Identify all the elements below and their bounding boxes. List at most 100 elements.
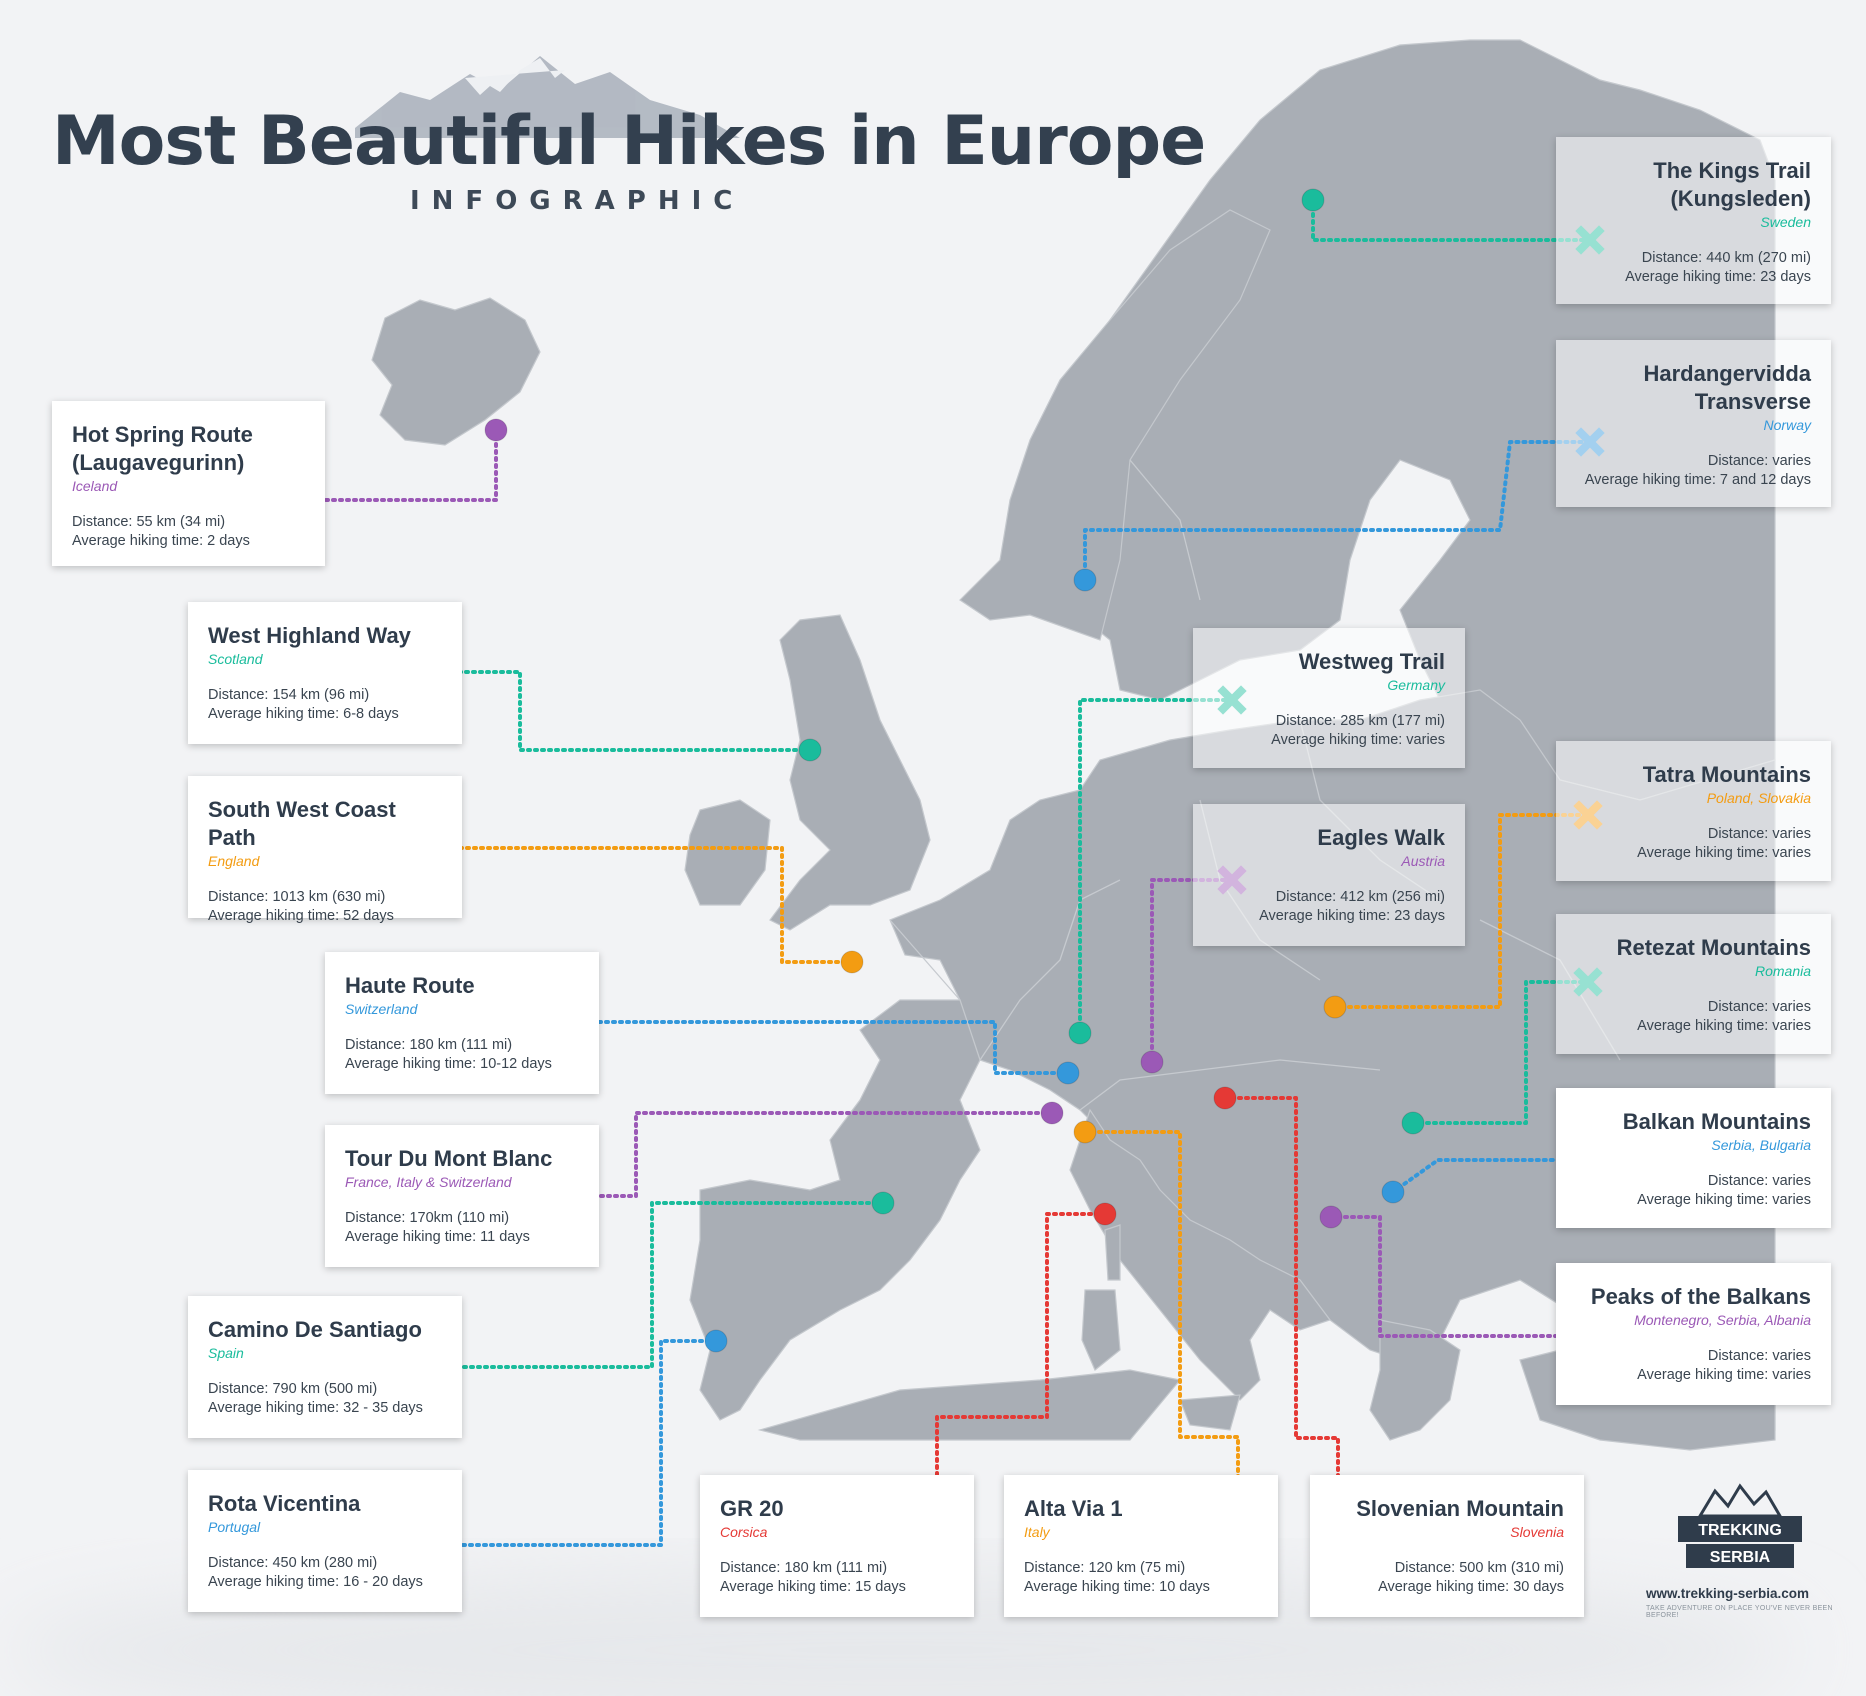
page-subtitle: INFOGRAPHIC	[410, 186, 745, 216]
ireland-land	[684, 799, 771, 906]
location-dot-hot-spring[interactable]	[484, 418, 508, 442]
route-title: South West Coast Path	[208, 797, 396, 850]
location-dot-gr20[interactable]	[1093, 1202, 1117, 1226]
route-card-tatra: Tatra Mountains Poland, Slovakia Distanc…	[1556, 741, 1831, 881]
route-distance: Distance: 55 km (34 mi)	[72, 514, 226, 530]
logo-tagline: TAKE ADVENTURE ON PLACE YOU'VE NEVER BEE…	[1646, 1605, 1833, 1619]
location-dot-kings-trail[interactable]	[1301, 188, 1325, 212]
connector-west-highland	[423, 670, 812, 752]
location-dot-peaks-balkans[interactable]	[1319, 1205, 1343, 1229]
route-time: Average hiking time: 16 - 20 days	[208, 1574, 423, 1590]
route-country: Norway	[1763, 417, 1811, 433]
corsica-land	[1104, 1224, 1121, 1281]
route-distance: Distance: 500 km (310 mi)	[1394, 1560, 1564, 1576]
location-dot-west-highland[interactable]	[798, 738, 822, 762]
route-title: Slovenian Mountain	[1356, 1496, 1564, 1521]
connector-tatra	[1333, 813, 1590, 1009]
route-country: Poland, Slovakia	[1706, 790, 1811, 806]
location-dot-haute-route[interactable]	[1056, 1061, 1080, 1085]
mountain-silhouette	[355, 56, 740, 138]
route-country: Sweden	[1760, 214, 1811, 230]
location-dot-eagles-walk[interactable]	[1140, 1050, 1164, 1074]
route-card-kings-trail: The Kings Trail (Kungsleden) Sweden Dist…	[1556, 137, 1831, 304]
route-country: Slovenia	[1510, 1524, 1564, 1540]
route-distance: Distance: varies	[1707, 453, 1811, 469]
route-title: Tatra Mountains	[1642, 762, 1811, 787]
route-distance: Distance: 180 km (111 mi)	[345, 1037, 513, 1053]
route-distance: Distance: 412 km (256 mi)	[1275, 889, 1445, 905]
route-card-gr20: GR 20 Corsica Distance: 180 km (111 mi) …	[700, 1475, 974, 1617]
location-dot-slovenian[interactable]	[1213, 1086, 1237, 1110]
route-card-camino: Camino De Santiago Spain Distance: 790 k…	[188, 1296, 462, 1438]
route-card-west-highland: West Highland Way Scotland Distance: 154…	[188, 602, 462, 744]
route-distance: Distance: varies	[1707, 826, 1811, 842]
route-card-alta-via: Alta Via 1 Italy Distance: 120 km (75 mi…	[1004, 1475, 1278, 1617]
connector-rota-vicentina	[420, 1339, 718, 1547]
connector-hot-spring	[288, 428, 498, 502]
route-country: Spain	[208, 1345, 244, 1361]
route-distance: Distance: 450 km (280 mi)	[208, 1555, 378, 1571]
location-dot-tatra[interactable]	[1323, 995, 1347, 1019]
iberia-france-land	[689, 999, 981, 1421]
iceland-land	[371, 297, 541, 446]
route-title: West Highland Way	[208, 623, 411, 648]
route-country: Serbia, Bulgaria	[1711, 1137, 1811, 1153]
connector-slovenian	[1223, 1096, 1340, 1545]
logo-url: www.trekking-serbia.com	[1646, 1586, 1810, 1601]
route-time: Average hiking time: 30 days	[1378, 1579, 1564, 1595]
route-distance: Distance: varies	[1707, 1348, 1811, 1364]
route-title: Haute Route	[345, 973, 475, 998]
route-country: Scotland	[208, 651, 263, 667]
location-dot-retezat[interactable]	[1401, 1111, 1425, 1135]
north-africa-land	[757, 1369, 1182, 1441]
route-title: GR 20	[720, 1496, 784, 1521]
route-time: Average hiking time: 6-8 days	[208, 706, 399, 722]
route-time: Average hiking time: 52 days	[208, 908, 394, 924]
connector-mont-blanc	[560, 1111, 1054, 1198]
location-dot-camino[interactable]	[871, 1191, 895, 1215]
connector-alta-via	[1083, 1130, 1240, 1545]
route-country: England	[208, 853, 260, 869]
route-card-rota-vicentina: Rota Vicentina Portugal Distance: 450 km…	[188, 1470, 462, 1612]
route-title: Westweg Trail	[1298, 649, 1445, 674]
route-distance: Distance: 1013 km (630 mi)	[208, 889, 386, 905]
route-title: Retezat Mountains	[1616, 935, 1811, 960]
logo-line2: SERBIA	[1710, 1549, 1771, 1566]
route-distance: Distance: 790 km (500 mi)	[208, 1381, 378, 1397]
connector-camino	[420, 1201, 885, 1369]
location-dot-mont-blanc[interactable]	[1040, 1101, 1064, 1125]
route-title: The Kings Trail (Kungsleden)	[1653, 158, 1811, 211]
route-card-hardangervidda: Hardangervidda Transverse Norway Distanc…	[1556, 340, 1831, 507]
location-dot-south-west-coast[interactable]	[840, 950, 864, 974]
route-time: Average hiking time: varies	[1637, 1192, 1811, 1208]
location-dot-balkan-mountains[interactable]	[1381, 1180, 1405, 1204]
location-dot-rota-vicentina[interactable]	[704, 1329, 728, 1353]
route-time: Average hiking time: varies	[1637, 845, 1811, 861]
connector-peaks-balkans	[1329, 1215, 1590, 1338]
route-country: Italy	[1024, 1524, 1050, 1540]
route-distance: Distance: 170km (110 mi)	[345, 1210, 510, 1226]
great-britain-land	[769, 614, 931, 931]
location-dot-hardangervidda[interactable]	[1073, 568, 1097, 592]
route-time: Average hiking time: 23 days	[1625, 269, 1811, 285]
route-title: Tour Du Mont Blanc	[345, 1146, 553, 1171]
route-country: Montenegro, Serbia, Albania	[1634, 1312, 1811, 1328]
route-time: Average hiking time: varies	[1637, 1018, 1811, 1034]
route-time: Average hiking time: 23 days	[1259, 908, 1445, 924]
connector-kings-trail	[1311, 198, 1592, 242]
route-card-south-west-coast: South West Coast Path England Distance: …	[188, 776, 462, 924]
route-title: Alta Via 1	[1024, 1496, 1123, 1521]
location-dot-westweg[interactable]	[1068, 1021, 1092, 1045]
location-dot-alta-via[interactable]	[1073, 1120, 1097, 1144]
connector-balkan-mountains	[1391, 1158, 1590, 1194]
route-card-slovenian: Slovenian Mountain Slovenia Distance: 50…	[1310, 1475, 1584, 1617]
sardinia-land	[1081, 1289, 1121, 1371]
route-country: Germany	[1387, 677, 1445, 693]
route-time: Average hiking time: 11 days	[345, 1229, 530, 1245]
route-title: Eagles Walk	[1317, 825, 1445, 850]
connector-eagles-walk	[1150, 878, 1234, 1064]
greece-land	[1369, 1319, 1461, 1441]
route-card-peaks-balkans: Peaks of the Balkans Montenegro, Serbia,…	[1556, 1263, 1831, 1405]
page-title: Most Beautiful Hikes in Europe	[52, 102, 1206, 181]
route-card-mont-blanc: Tour Du Mont Blanc France, Italy & Switz…	[325, 1125, 599, 1267]
